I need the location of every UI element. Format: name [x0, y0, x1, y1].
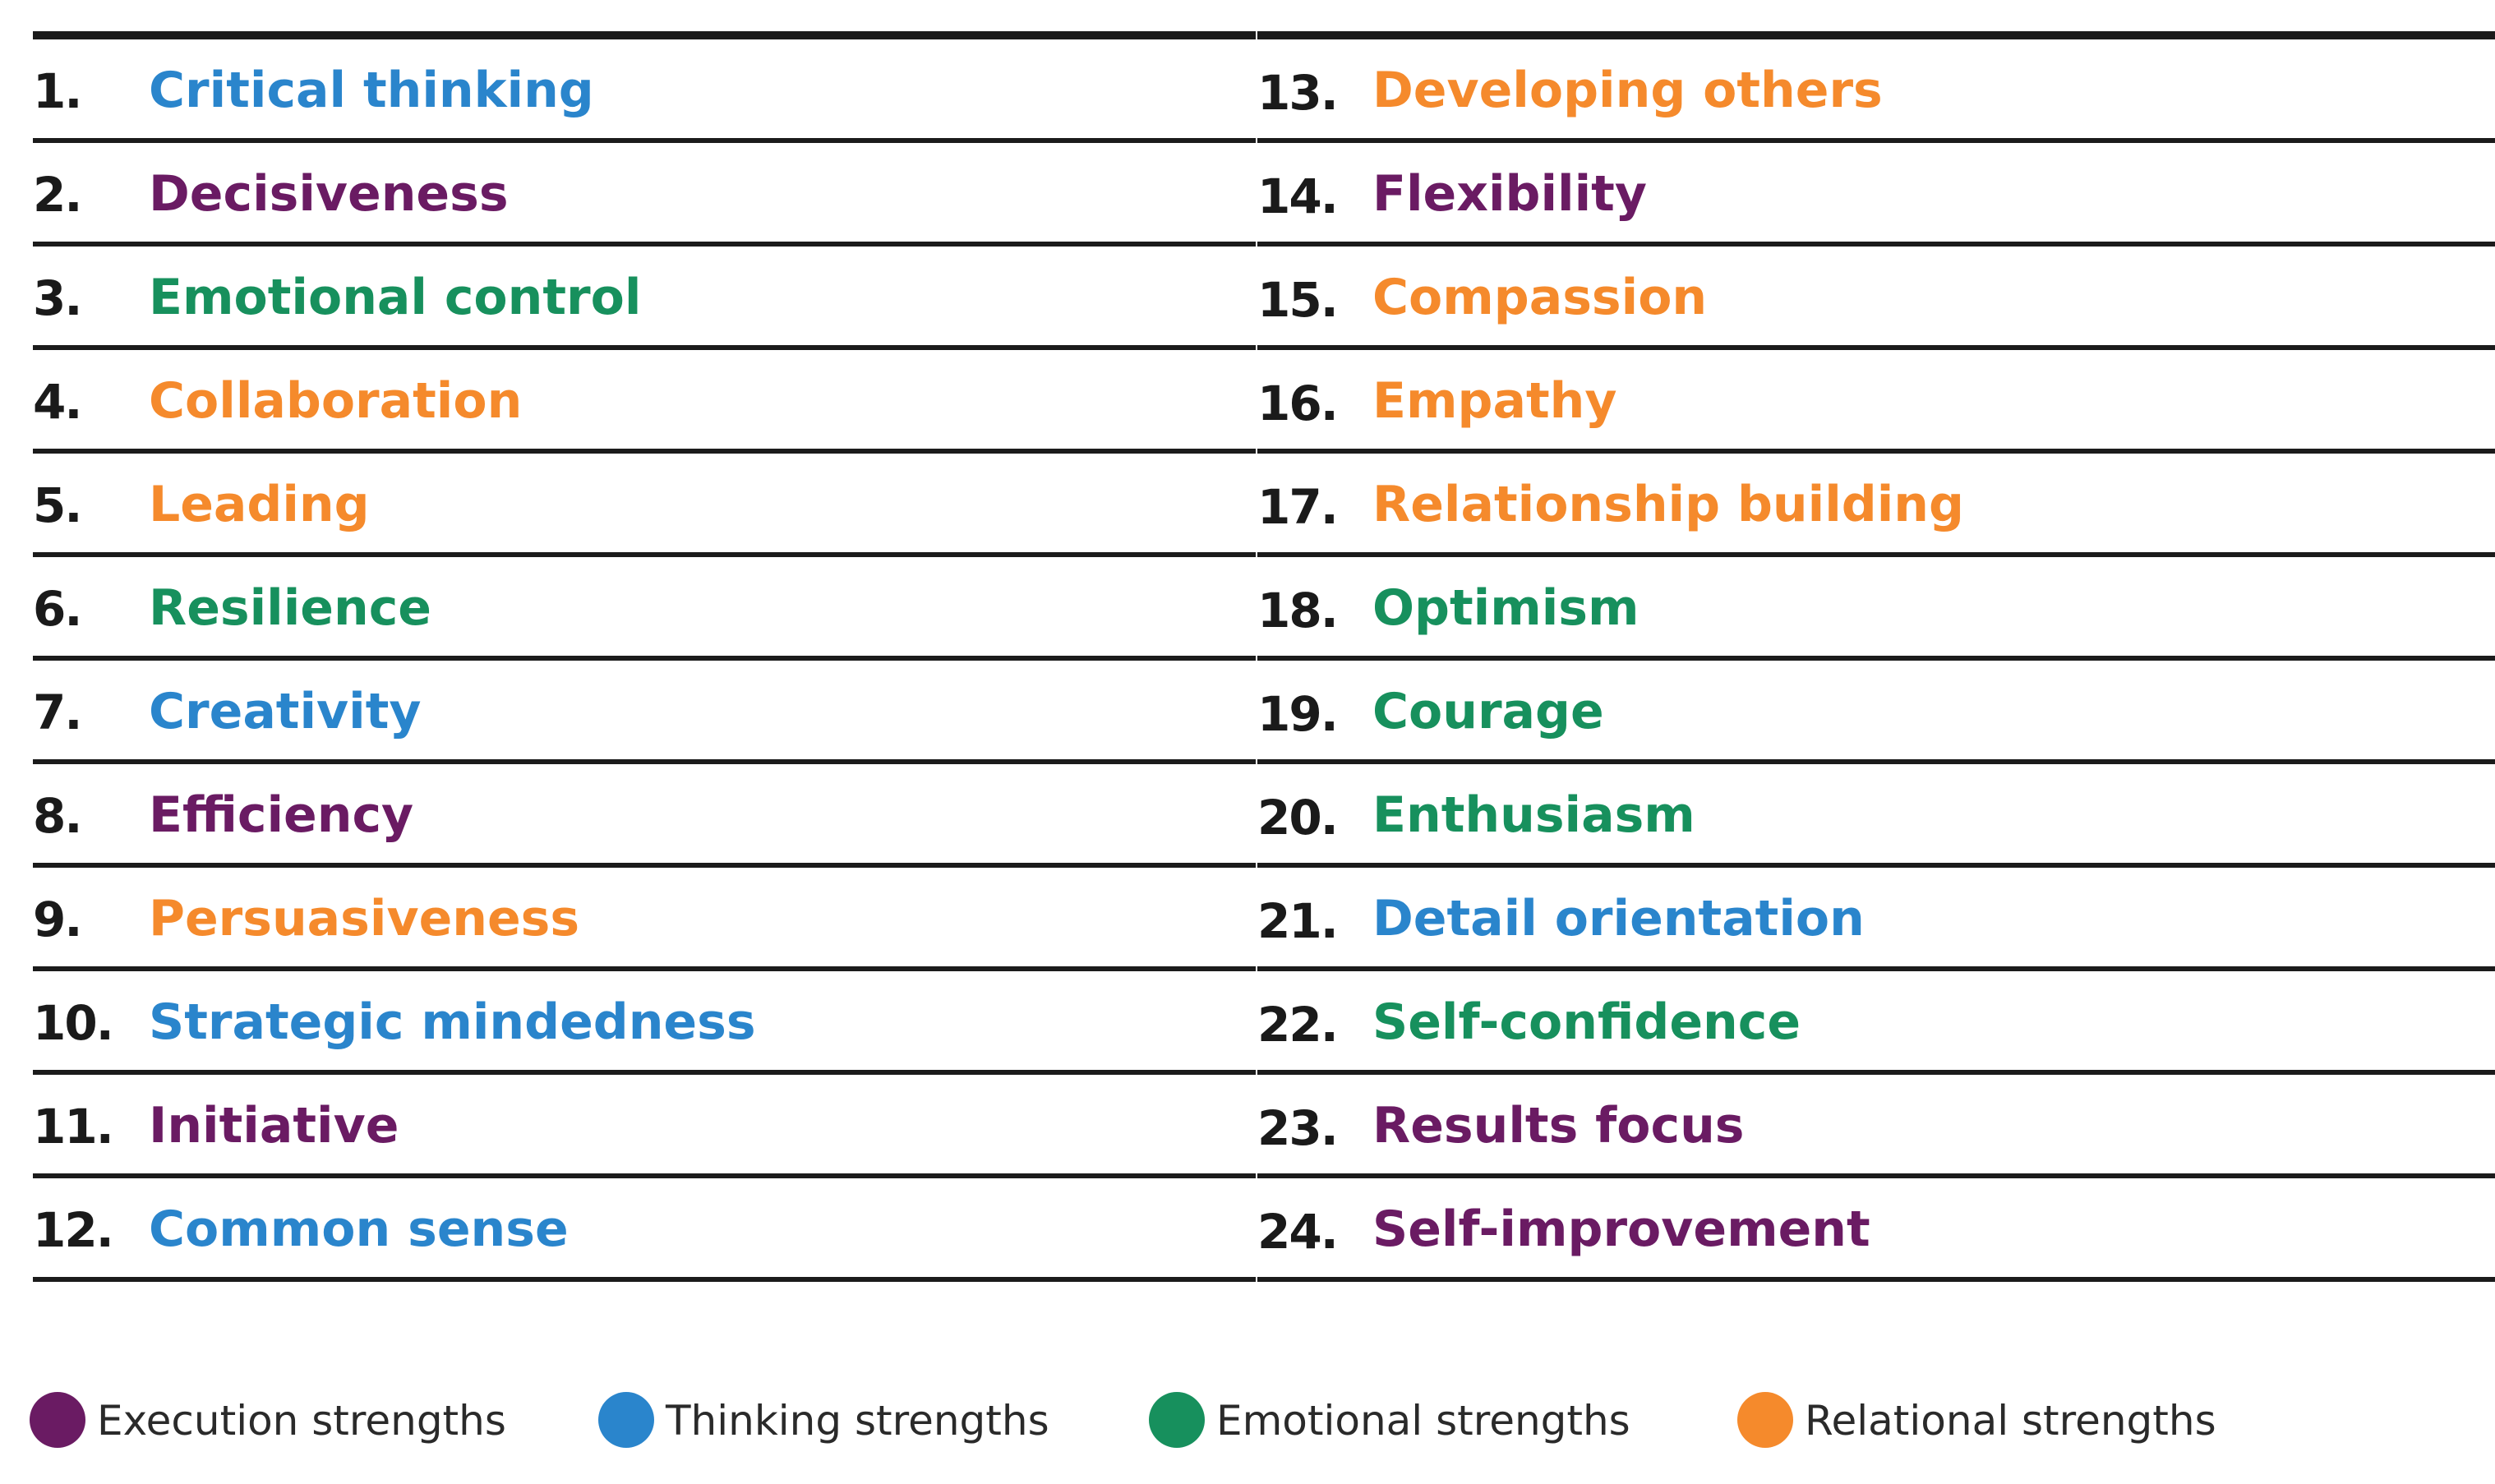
strength-label: Relationship building [1372, 476, 1964, 533]
strength-row: 1. Critical thinking [33, 39, 1256, 143]
strength-row: 17. Relationship building [1257, 454, 2495, 557]
strength-row: 21. Detail orientation [1257, 868, 2495, 971]
strength-row: 10. Strategic mindedness [33, 971, 1256, 1075]
strength-number: 9. [33, 892, 82, 947]
strength-number: 13. [1257, 65, 1339, 121]
strength-number: 12. [33, 1202, 114, 1258]
strength-number: 7. [33, 684, 82, 740]
strength-number: 16. [1257, 376, 1339, 431]
strength-row: 18. Optimism [1257, 557, 2495, 661]
strength-number: 10. [33, 995, 114, 1051]
strength-row: 16. Empathy [1257, 350, 2495, 454]
strength-number: 4. [33, 374, 82, 430]
strength-label: Strategic mindedness [149, 993, 756, 1051]
strength-label: Compassion [1372, 269, 1708, 326]
strength-label: Courage [1372, 683, 1604, 740]
strength-number: 6. [33, 581, 82, 637]
strength-number: 23. [1257, 1100, 1339, 1156]
strength-row: 8. Efficiency [33, 764, 1256, 868]
strength-number: 1. [33, 63, 82, 119]
strength-row: 11. Initiative [33, 1075, 1256, 1178]
strength-label: Decisiveness [149, 165, 509, 223]
strength-label: Detail orientation [1372, 890, 1865, 947]
emotional-dot-icon [1149, 1392, 1205, 1448]
strength-number: 20. [1257, 790, 1339, 846]
strength-number: 11. [33, 1099, 114, 1154]
strength-row: 9. Persuasiveness [33, 868, 1256, 971]
strengths-list-right: 13. Developing others 14. Flexibility 15. Com… [1257, 31, 2495, 1333]
strength-number: 22. [1257, 997, 1339, 1053]
strength-row: 6. Resilience [33, 557, 1256, 661]
strength-number: 18. [1257, 583, 1339, 638]
strength-row: 19. Courage [1257, 661, 2495, 764]
strength-number: 19. [1257, 686, 1339, 742]
legend: Execution strengths Thinking strengths E… [30, 1389, 2462, 1454]
strength-label: Resilience [149, 579, 431, 637]
strength-number: 14. [1257, 168, 1339, 224]
strength-label: Common sense [149, 1201, 569, 1258]
legend-label: Execution strengths [97, 1397, 506, 1445]
strength-number: 17. [1257, 479, 1339, 535]
strength-label: Initiative [149, 1097, 399, 1154]
strength-row: 4. Collaboration [33, 350, 1256, 454]
strength-row: 5. Leading [33, 454, 1256, 557]
strength-row: 24. Self-improvement [1257, 1178, 2495, 1282]
strength-number: 5. [33, 477, 82, 533]
strength-label: Emotional control [149, 269, 642, 326]
legend-label: Emotional strengths [1216, 1397, 1630, 1445]
strength-row: 23. Results focus [1257, 1075, 2495, 1178]
strength-label: Collaboration [149, 372, 523, 430]
strength-row: 22. Self-confidence [1257, 971, 2495, 1075]
strength-label: Optimism [1372, 579, 1640, 637]
legend-label: Thinking strengths [666, 1397, 1049, 1445]
strength-number: 24. [1257, 1204, 1339, 1260]
strength-row: 15. Compassion [1257, 247, 2495, 350]
strength-row: 3. Emotional control [33, 247, 1256, 350]
strength-label: Critical thinking [149, 62, 594, 119]
strength-number: 21. [1257, 893, 1339, 949]
strength-row: 12. Common sense [33, 1178, 1256, 1282]
strength-label: Creativity [149, 683, 422, 740]
strength-label: Self-confidence [1372, 993, 1801, 1051]
strength-row: 13. Developing others [1257, 39, 2495, 143]
strengths-list-left: 1. Critical thinking 2. Decisiveness 3. Emoti… [33, 31, 1256, 1333]
relational-dot-icon [1737, 1392, 1793, 1448]
strength-row: 2. Decisiveness [33, 143, 1256, 247]
legend-label: Relational strengths [1805, 1397, 2216, 1445]
thinking-dot-icon [598, 1392, 654, 1448]
strength-label: Enthusiasm [1372, 786, 1695, 844]
strength-label: Developing others [1372, 62, 1883, 119]
strength-label: Self-improvement [1372, 1201, 1870, 1258]
strength-label: Flexibility [1372, 165, 1647, 223]
strength-row: 20. Enthusiasm [1257, 764, 2495, 868]
strength-label: Results focus [1372, 1097, 1745, 1154]
strength-number: 8. [33, 788, 82, 844]
strength-label: Empathy [1372, 372, 1617, 430]
strength-row: 7. Creativity [33, 661, 1256, 764]
execution-dot-icon [30, 1392, 85, 1448]
strength-label: Efficiency [149, 786, 414, 844]
strength-row: 14. Flexibility [1257, 143, 2495, 247]
strength-number: 15. [1257, 272, 1339, 328]
strength-number: 3. [33, 270, 82, 326]
strength-number: 2. [33, 167, 82, 223]
strength-label: Persuasiveness [149, 890, 580, 947]
strength-label: Leading [149, 476, 370, 533]
